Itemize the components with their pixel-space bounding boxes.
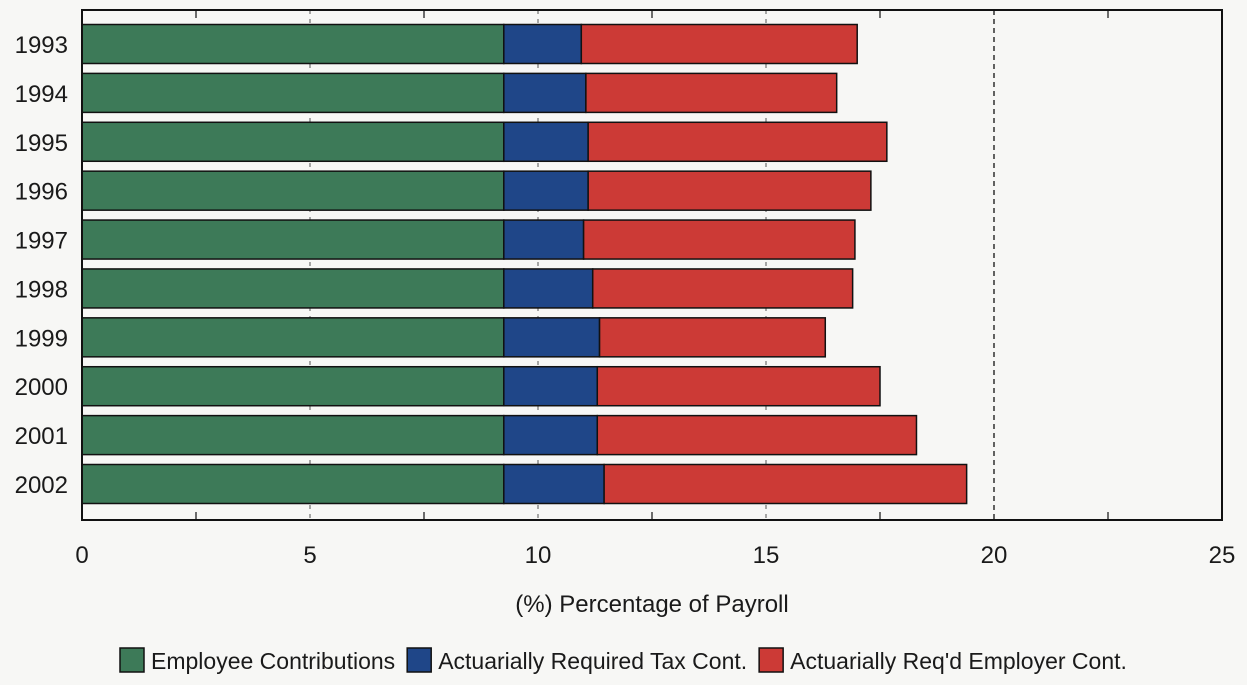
- bar-1998-series-1: [503, 268, 594, 309]
- y-tick-label: 2002: [15, 472, 68, 499]
- bar-2000-series-1: [503, 365, 599, 407]
- bar-1998-series-2: [591, 268, 854, 309]
- bar-2002-series-1: [503, 463, 605, 505]
- legend-label: Actuarially Required Tax Cont.: [438, 648, 747, 674]
- x-tick-label: 25: [1209, 542, 1236, 569]
- bar-1997-series-0: [81, 219, 505, 260]
- y-tick-label: 1993: [15, 32, 68, 59]
- bar-1995-series-1: [503, 121, 589, 163]
- bar-2000-series-2: [596, 365, 881, 407]
- y-tick-label: 2001: [15, 423, 68, 450]
- bar-2002-series-0: [81, 463, 505, 505]
- legend-label: Actuarially Req'd Employer Cont.: [790, 648, 1127, 674]
- bar-1996-series-2: [587, 170, 872, 211]
- legend-swatch: [406, 647, 432, 673]
- bar-2001-series-2: [596, 414, 918, 456]
- bar-1999-series-0: [81, 317, 505, 358]
- bar-1998-series-0: [81, 268, 505, 309]
- legend-label: Employee Contributions: [151, 648, 395, 674]
- x-tick-label: 20: [981, 542, 1008, 569]
- y-tick-label: 1994: [15, 81, 68, 108]
- y-tick-label: 1996: [15, 179, 68, 206]
- x-axis-label: (%) Percentage of Payroll: [515, 591, 788, 618]
- bar-1994-series-2: [585, 72, 838, 114]
- bar-1996-series-1: [503, 170, 589, 211]
- legend-swatch: [758, 647, 784, 673]
- bar-1993-series-1: [503, 23, 583, 65]
- bar-1994-series-1: [503, 72, 587, 114]
- x-axis-tick-labels: 0 5 10 15 20 25: [75, 542, 1235, 569]
- y-tick-label: 2000: [15, 374, 68, 401]
- bar-1993-series-2: [580, 23, 858, 65]
- y-tick-label: 1995: [15, 130, 68, 157]
- bar-1995-series-0: [81, 121, 505, 163]
- bar-2001-series-1: [503, 414, 599, 456]
- bar-1999-series-2: [598, 317, 827, 358]
- bar-2000-series-0: [81, 365, 505, 407]
- legend-swatch: [119, 647, 145, 673]
- bar-1993-series-0: [81, 23, 505, 65]
- bar-1997-series-2: [582, 219, 856, 260]
- legend: Employee Contributions Actuarially Requir…: [119, 647, 1127, 674]
- bar-2001-series-0: [81, 414, 505, 456]
- x-tick-label: 15: [753, 542, 780, 569]
- y-tick-label: 1997: [15, 228, 68, 255]
- bar-1999-series-1: [503, 317, 601, 358]
- bar-2002-series-2: [603, 463, 968, 505]
- bars: [81, 23, 968, 505]
- x-tick-label: 0: [75, 542, 88, 569]
- x-tick-label: 10: [525, 542, 552, 569]
- y-tick-label: 1999: [15, 325, 68, 352]
- bar-1996-series-0: [81, 170, 505, 211]
- bar-1995-series-2: [587, 121, 888, 163]
- x-tick-label: 5: [303, 542, 316, 569]
- y-tick-label: 1998: [15, 276, 68, 303]
- minor-tick-marks: [195, 10, 1109, 520]
- y-axis-tick-labels: 1993 1994 1995 1996 1997 1998 1999 2000 2001 2002: [15, 32, 68, 499]
- bar-1997-series-1: [503, 219, 585, 260]
- bar-1994-series-0: [81, 72, 505, 114]
